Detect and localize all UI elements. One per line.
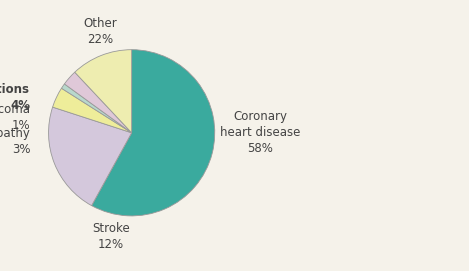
Wedge shape bbox=[53, 88, 132, 133]
Text: Nephropathy
3%: Nephropathy 3% bbox=[0, 127, 30, 156]
Wedge shape bbox=[61, 84, 132, 133]
Text: Other
22%: Other 22% bbox=[83, 17, 117, 46]
Text: Diabetic coma
1%: Diabetic coma 1% bbox=[0, 103, 30, 132]
Text: Coronary
heart disease
58%: Coronary heart disease 58% bbox=[220, 110, 301, 155]
Wedge shape bbox=[91, 50, 215, 216]
Text: Infections
4%: Infections 4% bbox=[0, 83, 30, 112]
Wedge shape bbox=[49, 107, 132, 206]
Text: Stroke
12%: Stroke 12% bbox=[92, 222, 130, 251]
Wedge shape bbox=[75, 50, 132, 133]
Wedge shape bbox=[64, 72, 132, 133]
